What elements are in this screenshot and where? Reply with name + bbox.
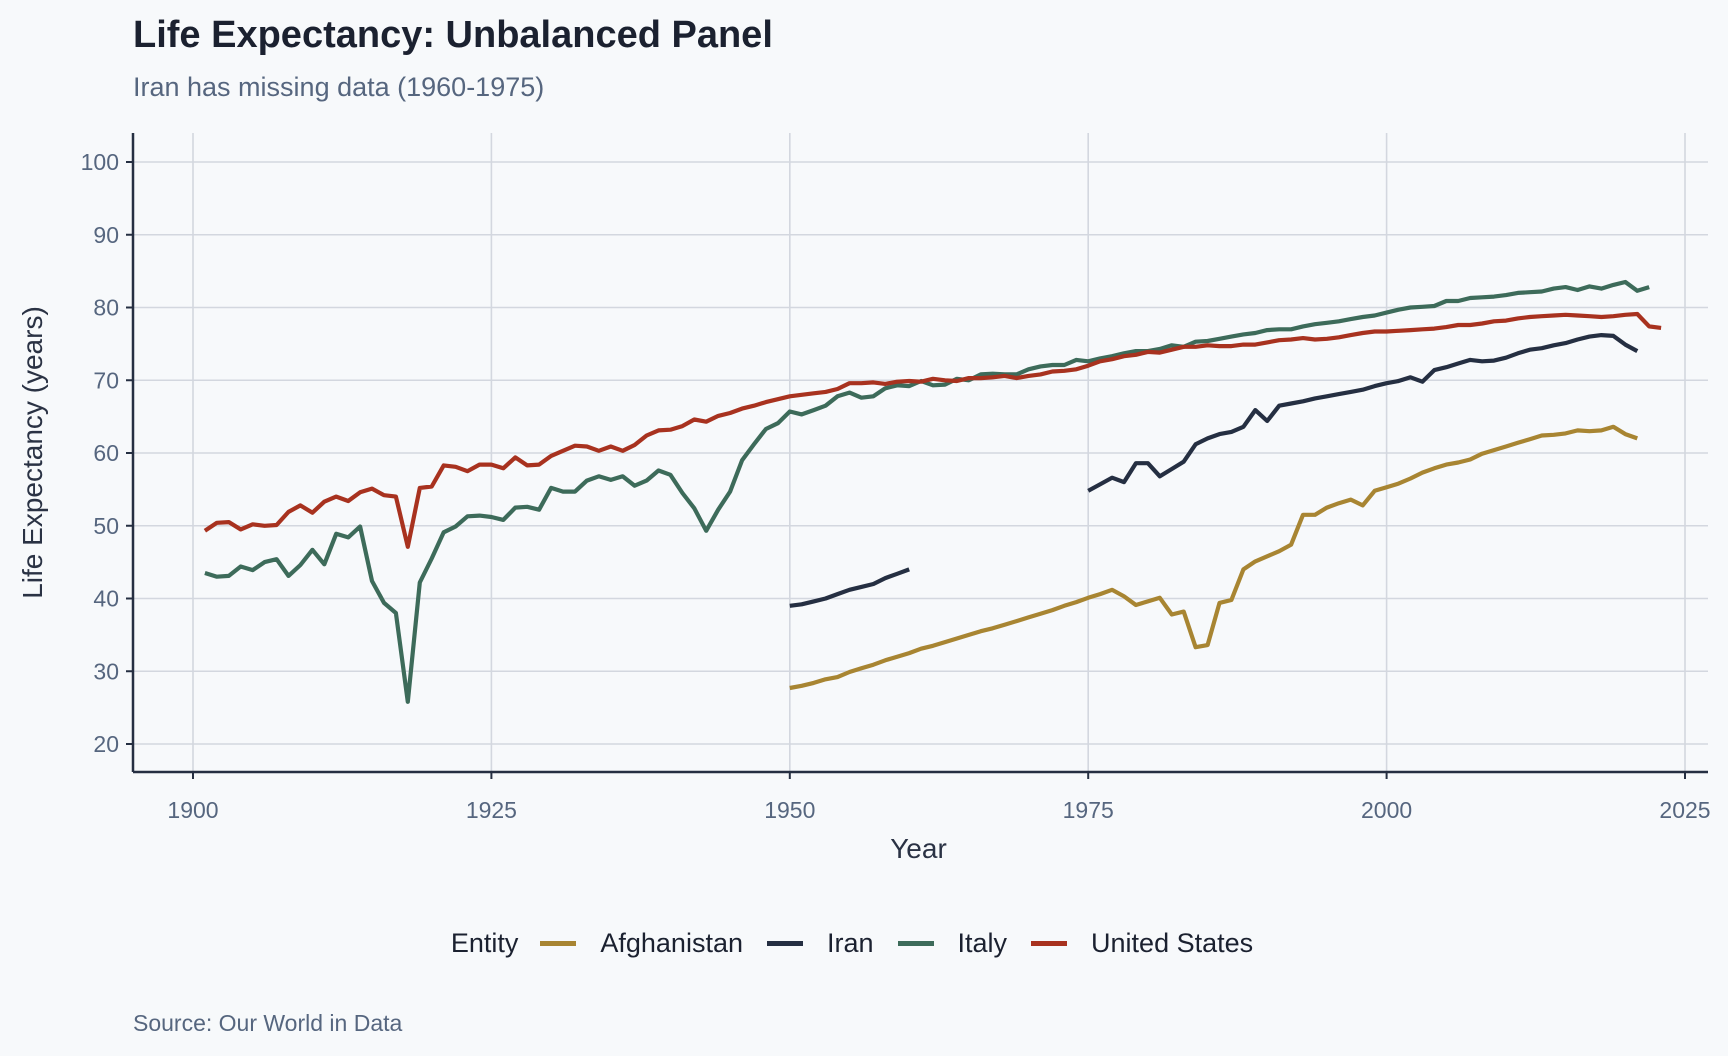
series-line-italy: [204, 279, 1650, 704]
x-tick-label: 1950: [764, 797, 815, 823]
y-tick-label: 40: [93, 586, 119, 612]
tick-labels: 20 30 40 50 60 70 80 90 100 1900 1925 1950 1975 2000 2…: [17, 149, 1711, 864]
legend-item-iran[interactable]: Iran: [766, 928, 874, 959]
legend-item-italy[interactable]: Italy: [897, 928, 1008, 959]
y-axis-title: Life Expectancy (years): [17, 306, 48, 599]
legend-swatch-united-states: [1031, 941, 1068, 946]
x-tick-label: 2000: [1361, 797, 1412, 823]
x-tick-label: 2025: [1659, 797, 1710, 823]
legend-swatch-afghanistan: [540, 941, 577, 946]
x-tick-label: 1925: [466, 797, 517, 823]
axes: [126, 133, 1708, 779]
legend-title: Entity: [450, 928, 519, 958]
series-line-afghanistan: [789, 424, 1639, 691]
grid-lines: [133, 133, 1708, 772]
legend-item-afghanistan[interactable]: Afghanistan: [540, 928, 743, 959]
x-tick-label: 1900: [167, 797, 218, 823]
chart-title: Life Expectancy: Unbalanced Panel: [133, 14, 773, 56]
y-tick-label: 50: [93, 513, 119, 539]
y-tick-label: 80: [93, 295, 119, 321]
legend-label: Italy: [957, 928, 1008, 958]
legend-swatch-italy: [897, 941, 934, 946]
line-chart: 20 30 40 50 60 70 80 90 100 1900 1925 1950 1975 2000 2…: [17, 133, 1711, 864]
legend: Entity Afghanistan Iran Italy United Sta…: [0, 928, 1728, 959]
legend-swatch-iran: [766, 941, 803, 946]
y-tick-label: 90: [93, 222, 119, 248]
series-line-iran: [789, 567, 910, 608]
source-note: Source: Our World in Data: [133, 1010, 403, 1036]
series-lines: [203, 279, 1662, 704]
legend-item-united-states[interactable]: United States: [1031, 928, 1253, 959]
series-line-iran: [1087, 333, 1639, 493]
chart-subtitle: Iran has missing data (1960-1975): [133, 72, 545, 102]
y-tick-label: 30: [93, 658, 119, 684]
series-line-united-states: [203, 311, 1662, 549]
legend-label: Iran: [826, 928, 874, 958]
y-tick-label: 70: [93, 367, 119, 393]
legend-label: United States: [1091, 928, 1254, 958]
legend-label: Afghanistan: [600, 928, 743, 958]
y-tick-label: 20: [93, 731, 119, 757]
y-tick-label: 100: [81, 149, 119, 175]
x-axis-title: Year: [890, 833, 947, 864]
x-tick-label: 1975: [1063, 797, 1114, 823]
y-tick-label: 60: [93, 440, 119, 466]
